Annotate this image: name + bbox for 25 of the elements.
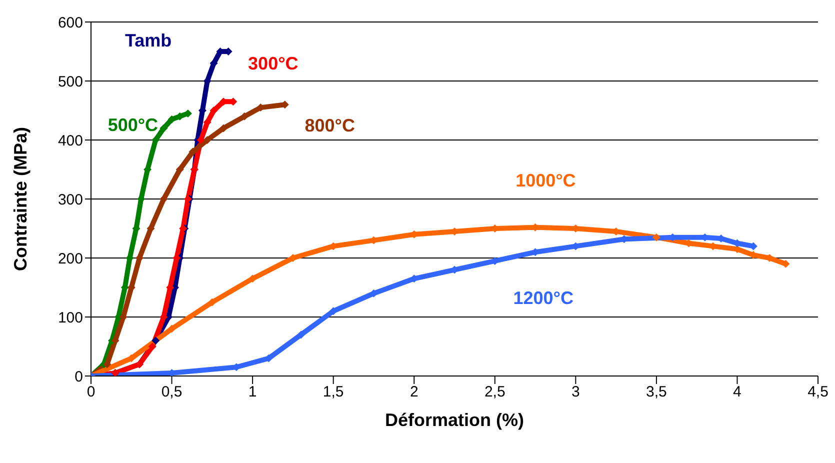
y-tick-label: 100 (58, 309, 83, 326)
x-tick-label: 4 (733, 384, 742, 401)
x-tick-label: 2,5 (484, 384, 506, 401)
x-tick-label: 1,5 (322, 384, 344, 401)
x-tick-label: 3,5 (646, 384, 667, 401)
x-axis-title: Déformation (%) (385, 410, 524, 430)
series-label: 1000°C (516, 170, 576, 191)
y-tick-label: 300 (58, 191, 83, 208)
series-label: 800°C (304, 115, 355, 136)
x-tick-label: 0 (86, 384, 96, 401)
y-axis-title: Contrainte (MPa) (10, 126, 30, 271)
x-tick-label: 3 (571, 384, 580, 401)
series-label: 300°C (248, 53, 298, 74)
y-tick-label: 500 (58, 73, 83, 90)
series-label: 1200°C (513, 288, 574, 308)
text: Tamb (124, 30, 172, 50)
y-tick-label: 0 (74, 368, 83, 386)
y-tick-label: 200 (58, 250, 83, 268)
x-tick-label: 4,5 (808, 384, 828, 401)
y-tick-label: 400 (58, 132, 83, 150)
series-label: 500°C (108, 115, 158, 136)
y-tick-label: 600 (58, 14, 83, 32)
x-tick-label: 1 (248, 384, 257, 401)
x-tick-label: 2 (410, 384, 418, 401)
x-tick-label: 0,5 (161, 384, 182, 401)
